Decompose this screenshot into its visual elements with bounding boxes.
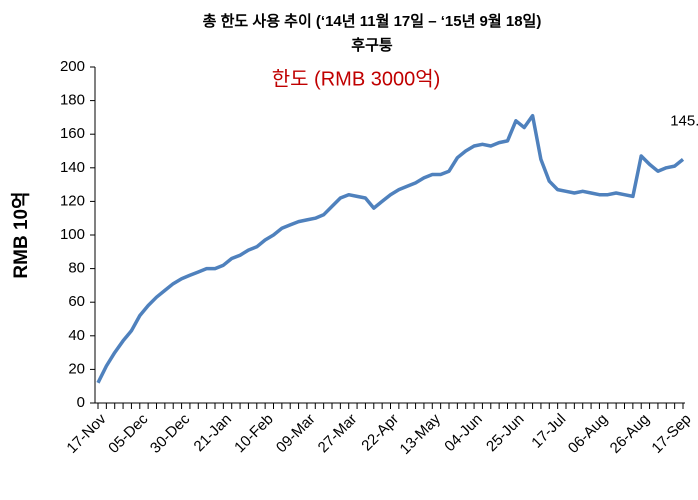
x-tick-label: 17-Nov — [63, 410, 110, 457]
x-tick-label: 22-Apr — [358, 411, 402, 455]
y-tick-label: 140 — [60, 159, 85, 176]
x-tick-label: 30-Dec — [147, 410, 194, 457]
y-tick-label: 0 — [77, 394, 85, 411]
y-tick-label: 80 — [68, 260, 85, 277]
data-label: 145.0 — [670, 112, 698, 129]
y-tick-label: 160 — [60, 125, 85, 142]
data-line — [96, 113, 685, 384]
y-tick-label: 100 — [60, 226, 85, 243]
y-tick-label: 60 — [68, 293, 85, 310]
chart-subtitle: 후구퉁 — [351, 37, 393, 54]
x-tick-label: 10-Feb — [231, 411, 277, 457]
x-tick-label: 21-Jan — [191, 411, 235, 455]
y-axis-label: RMB 10억 — [10, 191, 32, 278]
x-tick-label: 13-May — [397, 410, 445, 458]
x-tick-label: 09-Mar — [273, 411, 319, 457]
y-tick-label: 200 — [60, 58, 85, 75]
x-tick-label: 06-Aug — [565, 411, 611, 457]
x-tick-label: 17-Sep — [648, 411, 694, 457]
y-tick-label: 120 — [60, 192, 85, 209]
x-tick-label: 04-Jun — [441, 411, 485, 455]
chart-title: 총 한도 사용 추이 (‘14년 11월 17일 – ‘15년 9월 18일) — [203, 13, 542, 30]
annotation: 한도 (RMB 3000억) — [272, 67, 441, 90]
x-tick-label: 05-Dec — [105, 410, 152, 457]
y-tick-label: 180 — [60, 92, 85, 109]
y-tick-label: 20 — [68, 360, 85, 377]
x-tick-label: 27-Mar — [315, 411, 361, 457]
x-tick-label: 26-Aug — [607, 411, 653, 457]
x-tick-label: 17-Jul — [528, 411, 569, 452]
y-tick-label: 40 — [68, 327, 85, 344]
x-tick-label: 25-Jun — [483, 411, 527, 455]
